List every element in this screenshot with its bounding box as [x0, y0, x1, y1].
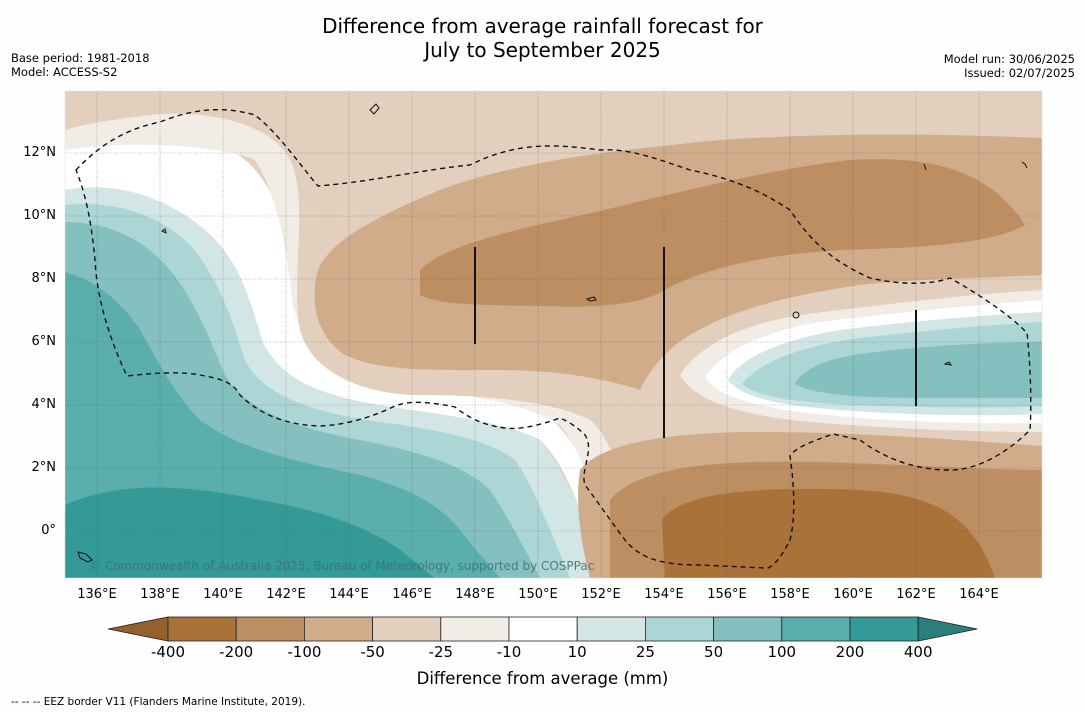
map-field	[65, 91, 1042, 578]
colorbar-segment	[235, 616, 305, 642]
title-line-1: Difference from average rainfall forecas…	[322, 14, 763, 38]
colorbar-tick: 25	[635, 643, 655, 661]
longitude-tick: 146°E	[392, 587, 432, 602]
colorbar-segment	[167, 616, 237, 642]
band-minus400-south	[662, 488, 995, 578]
colorbar-tick: -200	[219, 643, 254, 661]
colorbar-segment	[849, 616, 919, 642]
colorbar-tick: 50	[704, 643, 724, 661]
band-minus10	[65, 141, 620, 578]
longitude-tick: 142°E	[266, 587, 306, 602]
islands	[77, 103, 1028, 563]
latitude-tick: 6°N	[31, 334, 57, 349]
longitude-tick: 148°E	[455, 587, 495, 602]
latitude-tick: 0°	[41, 523, 56, 538]
colorbar-label: Difference from average (mm)	[416, 669, 669, 688]
copyright-credit: © Commonwealth of Australia 2025, Bureau…	[89, 559, 595, 573]
colorbar-segment	[576, 616, 646, 642]
band-plus50-east	[795, 342, 1042, 398]
colorbar-tick: -100	[287, 643, 322, 661]
meta-left: Base period: 1981-2018 Model: ACCESS-S2	[11, 51, 150, 79]
meta-right: Model run: 30/06/2025 Issued: 02/07/2025	[944, 52, 1075, 80]
latitude-tick: 8°N	[31, 271, 57, 286]
model-run-text: Model run: 30/06/2025	[943, 52, 1075, 66]
latitude-tick: 4°N	[31, 397, 57, 412]
longitude-tick: 156°E	[707, 587, 747, 602]
longitude-tick: 160°E	[833, 587, 873, 602]
latitude-tick: 10°N	[23, 208, 56, 223]
colorbar-tick: -50	[360, 643, 385, 661]
band-minus200	[420, 159, 1025, 307]
latitude-tick: 2°N	[31, 460, 57, 475]
longitude-tick: 158°E	[770, 587, 810, 602]
longitude-tick: 150°E	[518, 587, 558, 602]
gridlines	[65, 91, 1042, 578]
longitude-tick: 152°E	[581, 587, 621, 602]
title-line-2: July to September 2025	[424, 38, 661, 62]
eez-footnote: -- -- -- EEZ border V11 (Flanders Marine…	[11, 696, 306, 708]
base-period-text: Base period: 1981-2018	[11, 51, 150, 65]
colorbar-tick: 400	[903, 643, 933, 661]
map-frame	[64, 90, 1043, 579]
longitude-tick: 144°E	[329, 587, 369, 602]
colorbar-segment	[645, 616, 715, 642]
longitude-tick: 140°E	[203, 587, 243, 602]
latitude-tick: 12°N	[23, 145, 56, 160]
longitude-tick: 162°E	[896, 587, 936, 602]
colorbar-segment	[713, 616, 783, 642]
chart-title: Difference from average rainfall forecas…	[0, 14, 1085, 62]
band-minus50-north	[65, 91, 1042, 578]
longitude-tick: 138°E	[140, 587, 180, 602]
issued-text: Issued: 02/07/2025	[964, 66, 1075, 80]
longitude-tick: 154°E	[644, 587, 684, 602]
model-text: Model: ACCESS-S2	[11, 65, 118, 79]
colorbar-tick: 10	[567, 643, 587, 661]
longitude-tick: 164°E	[959, 587, 999, 602]
colorbar-extend-high	[917, 616, 978, 642]
colorbar-segment	[303, 616, 373, 642]
colorbar-tick: 100	[767, 643, 797, 661]
colorbar-tick: -400	[150, 643, 186, 661]
colorbar-segment	[372, 616, 442, 642]
colorbar-segment	[440, 616, 510, 642]
colorbar	[107, 616, 978, 642]
colorbar-segment	[508, 616, 578, 642]
band-plus200	[65, 487, 435, 578]
colorbar-tick: -10	[496, 643, 522, 661]
colorbar-extend-low	[107, 616, 169, 642]
colorbar-segment	[781, 616, 851, 642]
colorbar-tick: -25	[428, 643, 454, 661]
longitude-tick: 136°E	[77, 587, 117, 602]
eez-border	[75, 108, 1032, 569]
colorbar-tick: 200	[835, 643, 865, 661]
